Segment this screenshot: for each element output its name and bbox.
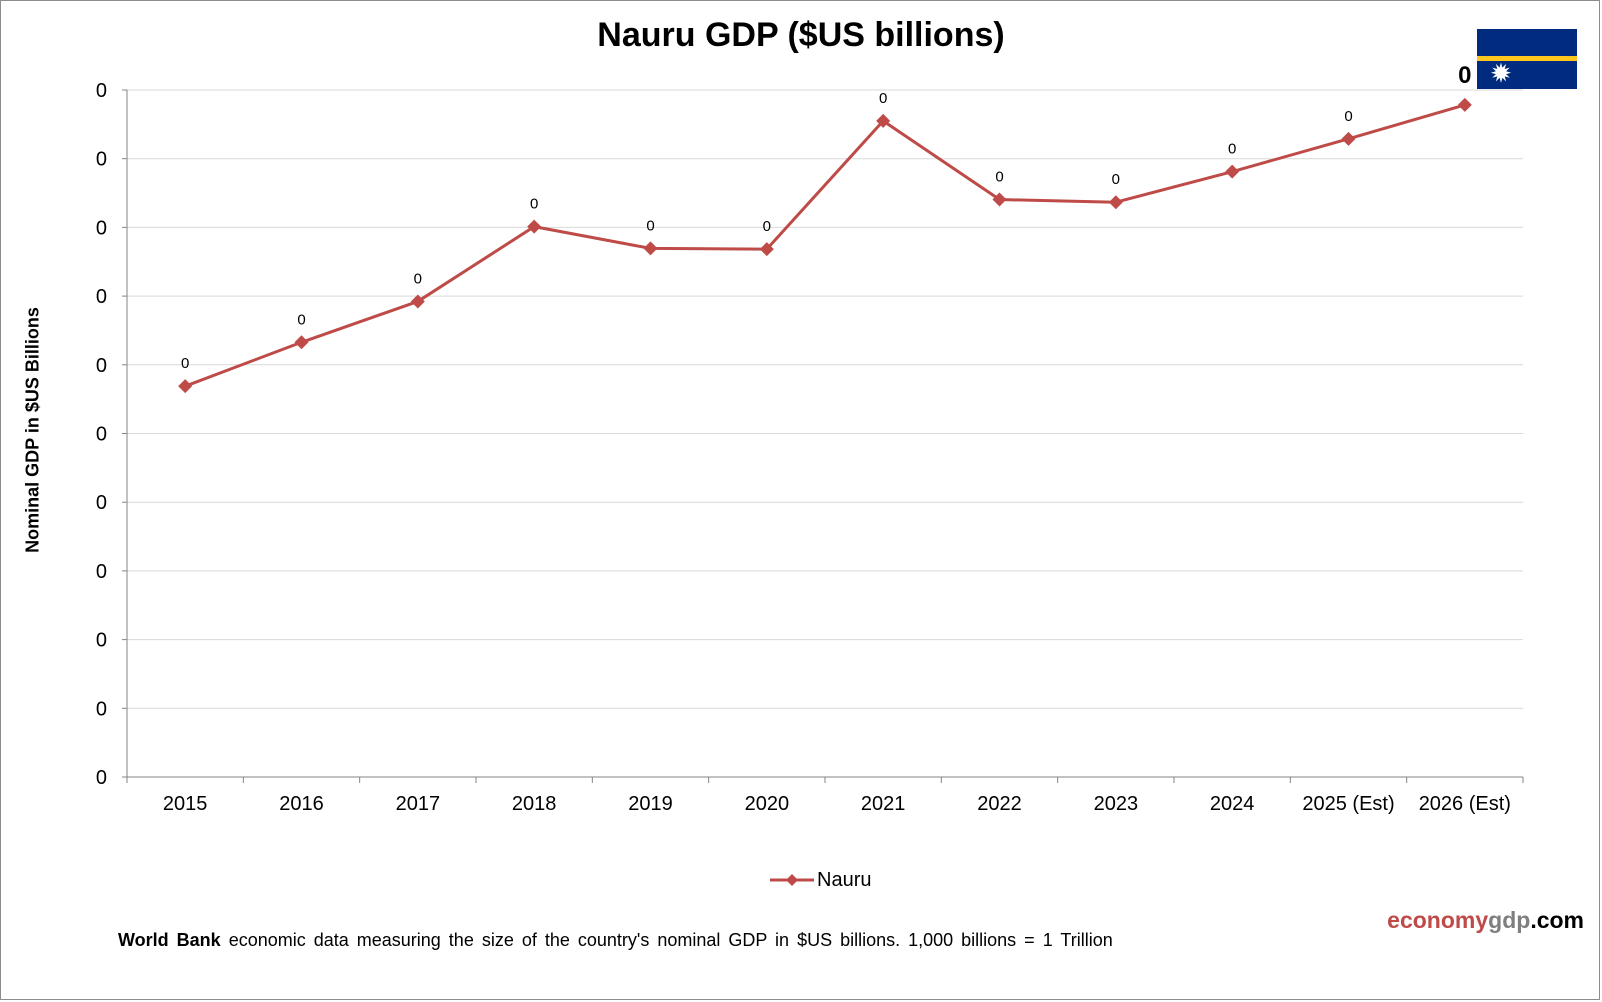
y-tick-label: 0 [96, 561, 107, 583]
data-point [1341, 131, 1356, 146]
x-tick-label: 2015 [163, 793, 208, 815]
y-tick-label: 0 [96, 80, 107, 102]
footnote: World Bank economic data measuring the s… [118, 930, 1113, 951]
footnote-source: World Bank [118, 930, 221, 950]
data-point [759, 242, 774, 257]
data-label: 0 [1112, 171, 1120, 188]
data-label: 0 [1344, 108, 1352, 125]
x-tick-label: 2021 [861, 793, 906, 815]
y-tick-label: 0 [96, 767, 107, 789]
x-tick-label: 2016 [279, 793, 324, 815]
series-line-nauru [184, 103, 1466, 388]
flag-stripe [1477, 56, 1577, 61]
legend-marker-icon [770, 874, 814, 886]
data-point [527, 219, 542, 234]
data-label: 0 [181, 355, 189, 372]
data-label: 0 [646, 217, 654, 234]
data-point [178, 379, 193, 394]
x-tick-label: 2024 [1210, 793, 1255, 815]
flag-star [1490, 62, 1512, 83]
data-label: 0 [297, 311, 305, 328]
x-tick-label: 2017 [396, 793, 441, 815]
brand-logo: economygdp.com [1387, 907, 1584, 933]
data-label: 0 [1228, 141, 1236, 158]
data-label: 0 [995, 169, 1003, 186]
x-tick-label: 2020 [745, 793, 790, 815]
y-tick-label: 0 [96, 630, 107, 652]
y-tick-label: 0 [96, 149, 107, 171]
data-label: 0 [1458, 62, 1471, 89]
y-tick-label: 0 [96, 217, 107, 239]
y-tick-label: 0 [96, 698, 107, 720]
data-point [294, 335, 309, 350]
x-tick-label: 2023 [1094, 793, 1139, 815]
x-tick-label: 2026 (Est) [1419, 793, 1511, 815]
data-point [876, 113, 891, 128]
data-point [1225, 164, 1240, 179]
data-label: 0 [414, 270, 422, 287]
x-tick-label: 2019 [628, 793, 673, 815]
data-point [643, 241, 658, 256]
data-label: 0 [530, 196, 538, 213]
flag-of-nauru-icon [1477, 29, 1577, 89]
x-tick-label: 2018 [512, 793, 557, 815]
data-label: 0 [763, 218, 771, 235]
y-tick-label: 0 [96, 424, 107, 446]
x-tick-label: 2022 [977, 793, 1022, 815]
data-point [1457, 97, 1472, 112]
data-point [992, 192, 1007, 207]
y-tick-label: 0 [96, 286, 107, 308]
data-label: 0 [879, 90, 887, 107]
legend-label: Nauru [817, 868, 872, 891]
y-tick-label: 0 [96, 355, 107, 377]
x-tick-label: 2025 (Est) [1302, 793, 1394, 815]
data-point [1108, 195, 1123, 210]
chart-title: Nauru GDP ($US billions) [597, 16, 1005, 54]
footnote-text: economic data measuring the size of the … [220, 930, 1113, 950]
data-point [410, 294, 425, 309]
y-tick-label: 0 [96, 492, 107, 514]
chart-legend: Nauru [770, 868, 871, 892]
